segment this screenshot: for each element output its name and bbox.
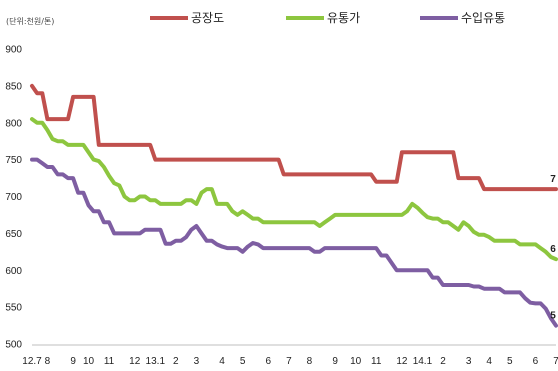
y-axis: 500 550 600 650 700 750 800 850 900 [5, 45, 22, 351]
y-tick-label: 750 [5, 155, 22, 166]
series-end-label-0: 7 [550, 174, 556, 185]
unit-label: (단위:천원/톤) [6, 16, 54, 26]
legend-label-2: 수입유통 [461, 11, 505, 25]
legend: 공장도 유통가 수입유통 [150, 11, 505, 25]
series-line-2 [32, 160, 556, 326]
y-tick-label: 700 [5, 192, 22, 203]
x-tick-label: 2 [440, 356, 446, 367]
x-tick-label: 2 [173, 356, 179, 367]
y-tick-label: 850 [5, 81, 22, 92]
x-tick-label: 14.1 [413, 356, 433, 367]
x-tick-label: 12 [396, 356, 408, 367]
x-tick-label: 11 [371, 356, 382, 367]
legend-label-1: 유통가 [327, 11, 360, 25]
x-tick-label: 8 [45, 356, 51, 367]
series-line-0 [32, 86, 556, 189]
series-line-1 [32, 119, 556, 259]
x-tick-label: 13.1 [146, 356, 166, 367]
y-tick-label: 550 [5, 303, 22, 314]
x-tick-label: 9 [332, 356, 338, 367]
end-labels: 7 6 5 [550, 174, 556, 321]
x-tick-label: 12.7 [22, 356, 42, 367]
y-tick-label: 500 [5, 340, 22, 351]
y-tick-label: 650 [5, 229, 22, 240]
x-tick-label: 3 [466, 356, 472, 367]
x-tick-label: 4 [219, 356, 225, 367]
series-lines [32, 86, 556, 326]
legend-label-0: 공장도 [191, 11, 224, 25]
x-tick-label: 5 [240, 356, 246, 367]
x-tick-label: 10 [350, 356, 362, 367]
x-tick-label: 6 [266, 356, 272, 367]
x-tick-label: 10 [83, 356, 95, 367]
x-tick-label: 11 [104, 356, 115, 367]
x-tick-label: 4 [486, 356, 492, 367]
x-tick-label: 12 [129, 356, 141, 367]
y-tick-label: 900 [5, 45, 22, 56]
x-tick-label: 6 [533, 356, 539, 367]
x-tick-label: 7 [286, 356, 292, 367]
x-tick-label: 3 [194, 356, 200, 367]
series-end-label-2: 5 [550, 311, 556, 322]
y-tick-label: 800 [5, 118, 22, 129]
x-tick-label: 8 [307, 356, 313, 367]
x-tick-label: 9 [70, 356, 76, 367]
y-tick-label: 600 [5, 266, 22, 277]
x-axis: 12.7 8 9 10 11 12 13.1 2 3 4 5 6 7 8 9 10 11 12 14.1 2 3 4 5 6 7 [22, 345, 558, 367]
x-tick-label: 7 [553, 356, 558, 367]
series-end-label-1: 6 [550, 244, 556, 255]
x-tick-label: 5 [507, 356, 513, 367]
